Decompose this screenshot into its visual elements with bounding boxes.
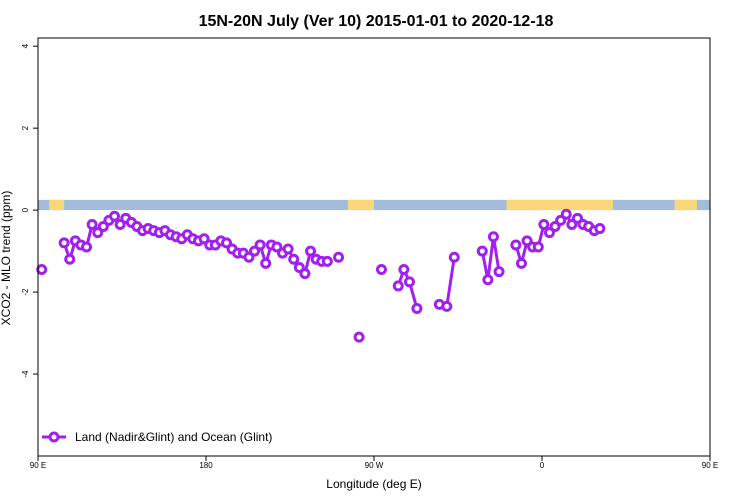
data-point-37: [260, 257, 272, 269]
data-point-41: [282, 243, 294, 255]
data-point-63: [510, 239, 522, 251]
x-tick-label-3: 0: [540, 461, 545, 470]
data-point-64: [515, 257, 527, 269]
data-point-55: [411, 302, 423, 314]
legend: Land (Nadir&Glint) and Ocean (Glint): [42, 430, 272, 444]
series-line-segment-6: [438, 257, 456, 308]
data-point-49: [333, 251, 345, 263]
data-point-42: [288, 253, 300, 265]
plot-frame: [37, 37, 711, 457]
data-point-45: [305, 245, 317, 257]
data-point-0: [36, 264, 48, 276]
y-tick-label-4: -4: [21, 370, 30, 378]
data-point-72: [560, 208, 572, 220]
map-band: [38, 199, 710, 211]
x-tick-label-0: 90 E: [30, 461, 46, 470]
y-tick-label-1: 2: [21, 125, 30, 130]
data-point-52: [392, 280, 404, 292]
x-tick-label-4: 90 E: [702, 461, 718, 470]
data-point-50: [353, 331, 365, 343]
data-point-68: [538, 218, 550, 230]
data-point-57: [441, 300, 453, 312]
legend-swatch-marker: [48, 431, 60, 443]
y-tick-label-2: 0: [21, 207, 30, 212]
land-band-3: [674, 199, 697, 211]
x-tick-label-2: 90 W: [365, 461, 384, 470]
data-point-1: [58, 237, 70, 249]
data-point-36: [254, 239, 266, 251]
data-point-58: [448, 251, 460, 263]
x-axis: 90 E 180 90 W 0 90 E: [30, 456, 718, 470]
data-point-61: [487, 231, 499, 243]
data-point-59: [476, 245, 488, 257]
data-point-53: [398, 264, 410, 276]
x-axis-label: Longitude (deg E): [326, 477, 421, 491]
x-tick-label-1: 180: [199, 461, 213, 470]
land-band-0: [49, 199, 65, 211]
data-point-10: [109, 210, 121, 222]
data-point-6: [86, 218, 98, 230]
land-band-1: [347, 199, 374, 211]
land-band-2: [506, 199, 613, 211]
series-line-segment-7: [480, 235, 501, 282]
data-point-78: [594, 223, 606, 235]
data-point-62: [493, 266, 505, 278]
series-line-segment-5: [396, 268, 419, 309]
legend-entry: Land (Nadir&Glint) and Ocean (Glint): [75, 430, 272, 444]
data-point-5: [81, 241, 93, 253]
data-point-44: [299, 268, 311, 280]
data-point-67: [532, 241, 544, 253]
data-point-54: [403, 276, 415, 288]
chart-title: 15N-20N July (Ver 10) 2015-01-01 to 2020…: [199, 13, 554, 30]
data-point-51: [375, 264, 387, 276]
data-point-48: [321, 255, 333, 267]
data-series: [36, 208, 606, 343]
y-axis-label: XCO2 - MLO trend (ppm): [0, 191, 13, 326]
y-tick-label-3: -2: [21, 288, 30, 296]
data-point-2: [64, 253, 76, 265]
y-tick-label-0: 4: [21, 43, 30, 48]
data-point-60: [482, 274, 494, 286]
y-axis: 4 2 0 -2 -4: [21, 43, 38, 378]
